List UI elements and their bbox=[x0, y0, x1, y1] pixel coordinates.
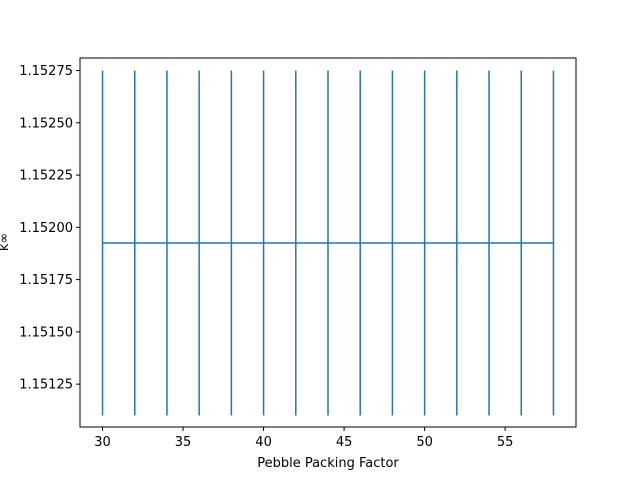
x-tick-label: 30 bbox=[94, 435, 111, 450]
y-tick-label: 1.15250 bbox=[19, 116, 73, 131]
x-tick-label: 35 bbox=[175, 435, 192, 450]
x-axis-label: Pebble Packing Factor bbox=[257, 456, 399, 471]
y-tick-label: 1.15200 bbox=[19, 221, 73, 236]
y-tick-label: 1.15275 bbox=[19, 64, 73, 79]
x-tick-label: 45 bbox=[336, 435, 353, 450]
x-tick-label: 55 bbox=[497, 435, 514, 450]
series-layer bbox=[101, 70, 555, 416]
y-tick-label: 1.15125 bbox=[19, 378, 73, 393]
y-tick-label: 1.15225 bbox=[19, 169, 73, 184]
y-tick-label: 1.15150 bbox=[19, 325, 73, 340]
axes-layer: 30 35 40 45 50 55 1.15125 1.15150 1.15175 1.15200… bbox=[19, 57, 577, 450]
x-tick-label: 40 bbox=[255, 435, 272, 450]
y-axis-label: k∞ bbox=[0, 233, 12, 251]
x-tick-label: 50 bbox=[416, 435, 433, 450]
axes-frame bbox=[79, 57, 577, 428]
y-tick-label: 1.15175 bbox=[19, 273, 73, 288]
